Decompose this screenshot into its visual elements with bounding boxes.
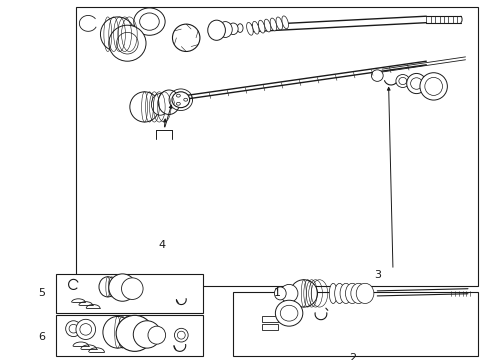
Ellipse shape [274, 287, 286, 300]
Ellipse shape [351, 283, 367, 303]
Circle shape [176, 102, 180, 105]
Ellipse shape [411, 78, 422, 89]
Text: 4: 4 [158, 240, 165, 250]
Ellipse shape [130, 92, 159, 122]
Ellipse shape [252, 21, 259, 34]
Ellipse shape [109, 25, 146, 61]
Ellipse shape [122, 25, 142, 47]
Circle shape [184, 98, 188, 101]
Ellipse shape [122, 278, 143, 300]
Ellipse shape [158, 90, 180, 114]
Ellipse shape [208, 20, 225, 40]
Ellipse shape [219, 22, 232, 37]
Ellipse shape [399, 77, 407, 85]
Ellipse shape [246, 22, 253, 35]
Ellipse shape [237, 24, 243, 32]
Ellipse shape [396, 75, 410, 87]
Ellipse shape [329, 283, 337, 303]
Ellipse shape [356, 283, 374, 303]
Text: 1: 1 [273, 288, 280, 298]
Bar [262, 316, 278, 322]
Ellipse shape [425, 77, 442, 95]
Ellipse shape [151, 94, 169, 115]
Ellipse shape [290, 280, 318, 307]
Text: 2: 2 [349, 353, 356, 360]
Ellipse shape [174, 328, 188, 342]
Ellipse shape [172, 92, 190, 108]
Ellipse shape [80, 324, 92, 335]
Ellipse shape [264, 19, 271, 32]
Ellipse shape [335, 283, 344, 303]
Text: 3: 3 [374, 270, 381, 280]
Bar [76, 7, 478, 286]
Ellipse shape [282, 16, 289, 29]
Ellipse shape [345, 283, 359, 303]
Ellipse shape [148, 326, 166, 344]
Ellipse shape [66, 321, 81, 337]
Ellipse shape [270, 18, 277, 31]
Ellipse shape [280, 284, 298, 302]
Ellipse shape [76, 319, 96, 339]
Bar [233, 292, 478, 356]
Ellipse shape [116, 315, 153, 351]
Ellipse shape [109, 274, 136, 301]
Ellipse shape [407, 73, 426, 94]
Ellipse shape [100, 17, 135, 51]
Ellipse shape [420, 73, 447, 100]
Ellipse shape [276, 17, 283, 30]
Ellipse shape [172, 24, 200, 51]
Ellipse shape [280, 305, 298, 321]
Circle shape [176, 94, 180, 97]
Ellipse shape [340, 283, 352, 303]
Text: 5: 5 [38, 288, 45, 298]
Ellipse shape [228, 23, 238, 35]
Ellipse shape [103, 316, 132, 348]
Ellipse shape [134, 8, 165, 35]
Ellipse shape [140, 13, 159, 30]
Ellipse shape [117, 32, 138, 54]
Bar [56, 315, 203, 356]
Ellipse shape [275, 300, 303, 326]
Ellipse shape [371, 70, 383, 81]
Ellipse shape [99, 277, 117, 297]
Bar [56, 274, 203, 313]
Ellipse shape [133, 321, 161, 348]
Ellipse shape [69, 324, 78, 333]
Ellipse shape [258, 20, 265, 33]
Text: 6: 6 [38, 332, 45, 342]
Ellipse shape [177, 331, 185, 339]
Bar [262, 324, 278, 330]
